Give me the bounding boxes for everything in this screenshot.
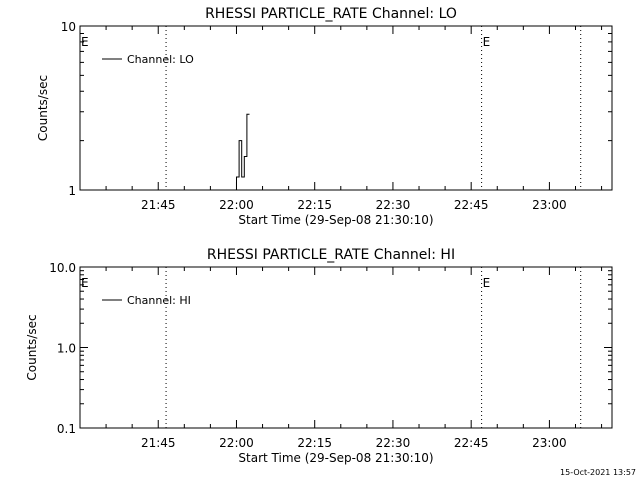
time-marker-label: E xyxy=(483,35,491,49)
x-tick-label: 22:00 xyxy=(219,436,254,450)
y-tick-label: 10 xyxy=(61,20,76,34)
plot-frame xyxy=(79,266,613,429)
x-axis-label: Start Time (29-Sep-08 21:30:10) xyxy=(238,213,433,227)
time-marker-label: E xyxy=(483,276,491,290)
y-tick-label: 0.1 xyxy=(57,422,76,436)
y-tick-label: 10.0 xyxy=(49,261,76,275)
chart-title: RHESSI PARTICLE_RATE Channel: LO xyxy=(205,6,457,22)
legend-entry: Channel: HI xyxy=(127,294,191,307)
legend-entry: Channel: LO xyxy=(127,53,194,66)
x-tick-label: 23:00 xyxy=(532,198,567,212)
plot-frame xyxy=(79,25,613,191)
x-tick-label: 22:15 xyxy=(297,198,332,212)
x-tick-label: 22:00 xyxy=(219,198,254,212)
x-tick-label: 21:45 xyxy=(141,198,176,212)
y-axis-label: Counts/sec xyxy=(36,75,50,141)
series-line xyxy=(236,113,250,190)
x-tick-label: 22:30 xyxy=(376,436,411,450)
x-tick-label: 23:00 xyxy=(532,436,567,450)
x-tick-label: 22:45 xyxy=(454,198,489,212)
x-tick-label: 22:45 xyxy=(454,436,489,450)
edge-marker-label: E xyxy=(81,276,89,290)
generation-timestamp: 15-Oct-2021 13:57 xyxy=(560,468,636,477)
y-tick-label: 1 xyxy=(68,184,76,198)
x-tick-label: 22:15 xyxy=(297,436,332,450)
x-axis-label: Start Time (29-Sep-08 21:30:10) xyxy=(238,451,433,465)
y-axis-label: Counts/sec xyxy=(25,314,39,380)
edge-marker-label: E xyxy=(81,35,89,49)
x-tick-label: 21:45 xyxy=(141,436,176,450)
x-tick-label: 22:30 xyxy=(376,198,411,212)
y-tick-label: 1.0 xyxy=(57,342,76,356)
chart-title: RHESSI PARTICLE_RATE Channel: HI xyxy=(207,247,455,263)
